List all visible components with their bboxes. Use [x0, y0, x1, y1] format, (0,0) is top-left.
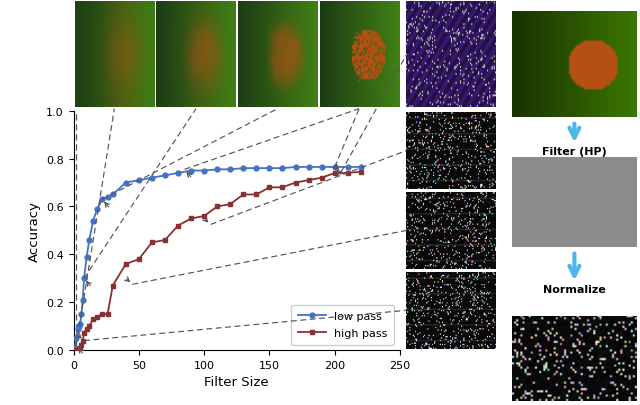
Y-axis label: Accuracy: Accuracy — [28, 200, 40, 261]
high pass — [318, 176, 326, 181]
low pass — [318, 165, 326, 170]
low pass — [90, 219, 97, 224]
low pass — [200, 168, 208, 173]
high pass — [174, 224, 182, 228]
low pass — [135, 178, 143, 183]
high pass — [83, 326, 90, 331]
low pass — [79, 298, 86, 303]
low pass — [74, 326, 81, 331]
high pass — [76, 345, 84, 350]
low pass — [331, 165, 339, 170]
high pass — [75, 347, 83, 352]
low pass — [75, 324, 83, 329]
X-axis label: Filter Size: Filter Size — [205, 375, 269, 388]
high pass — [200, 214, 208, 219]
high pass — [292, 181, 300, 185]
low pass — [161, 173, 169, 178]
low pass — [77, 312, 85, 317]
low pass — [278, 166, 286, 171]
low pass — [253, 166, 260, 171]
high pass — [253, 192, 260, 197]
low pass — [292, 165, 300, 170]
low pass — [104, 195, 111, 200]
high pass — [213, 205, 221, 209]
low pass — [93, 207, 101, 212]
high pass — [305, 178, 312, 183]
low pass — [344, 165, 351, 170]
high pass — [239, 192, 247, 197]
high pass — [71, 348, 79, 353]
low pass — [76, 322, 84, 326]
high pass — [266, 185, 273, 190]
low pass — [80, 276, 88, 281]
low pass — [305, 165, 312, 170]
low pass — [357, 165, 365, 170]
high pass — [188, 216, 195, 221]
low pass — [72, 336, 80, 341]
Legend: low pass, high pass: low pass, high pass — [291, 305, 394, 345]
high pass — [109, 284, 116, 288]
low pass — [109, 192, 116, 197]
low pass — [85, 238, 93, 243]
low pass — [174, 171, 182, 176]
high pass — [74, 348, 81, 353]
high pass — [85, 324, 93, 329]
Line: low pass: low pass — [72, 165, 364, 350]
low pass — [122, 181, 130, 185]
high pass — [104, 312, 111, 317]
high pass — [122, 262, 130, 267]
high pass — [278, 185, 286, 190]
low pass — [99, 197, 106, 202]
Text: Normalize: Normalize — [543, 285, 606, 294]
low pass — [148, 176, 156, 181]
high pass — [357, 170, 365, 175]
high pass — [331, 171, 339, 176]
Line: high pass: high pass — [72, 170, 364, 353]
low pass — [227, 168, 234, 173]
high pass — [135, 257, 143, 262]
Text: Filter (HP): Filter (HP) — [542, 147, 607, 157]
low pass — [266, 166, 273, 171]
high pass — [90, 317, 97, 322]
low pass — [239, 166, 247, 171]
low pass — [188, 168, 195, 173]
low pass — [213, 168, 221, 173]
high pass — [161, 238, 169, 243]
high pass — [80, 331, 88, 336]
high pass — [227, 202, 234, 207]
high pass — [79, 338, 86, 343]
high pass — [93, 314, 101, 319]
high pass — [344, 171, 351, 176]
high pass — [77, 343, 85, 348]
low pass — [71, 345, 79, 350]
high pass — [99, 312, 106, 317]
high pass — [72, 348, 80, 353]
high pass — [148, 240, 156, 245]
low pass — [83, 255, 90, 260]
